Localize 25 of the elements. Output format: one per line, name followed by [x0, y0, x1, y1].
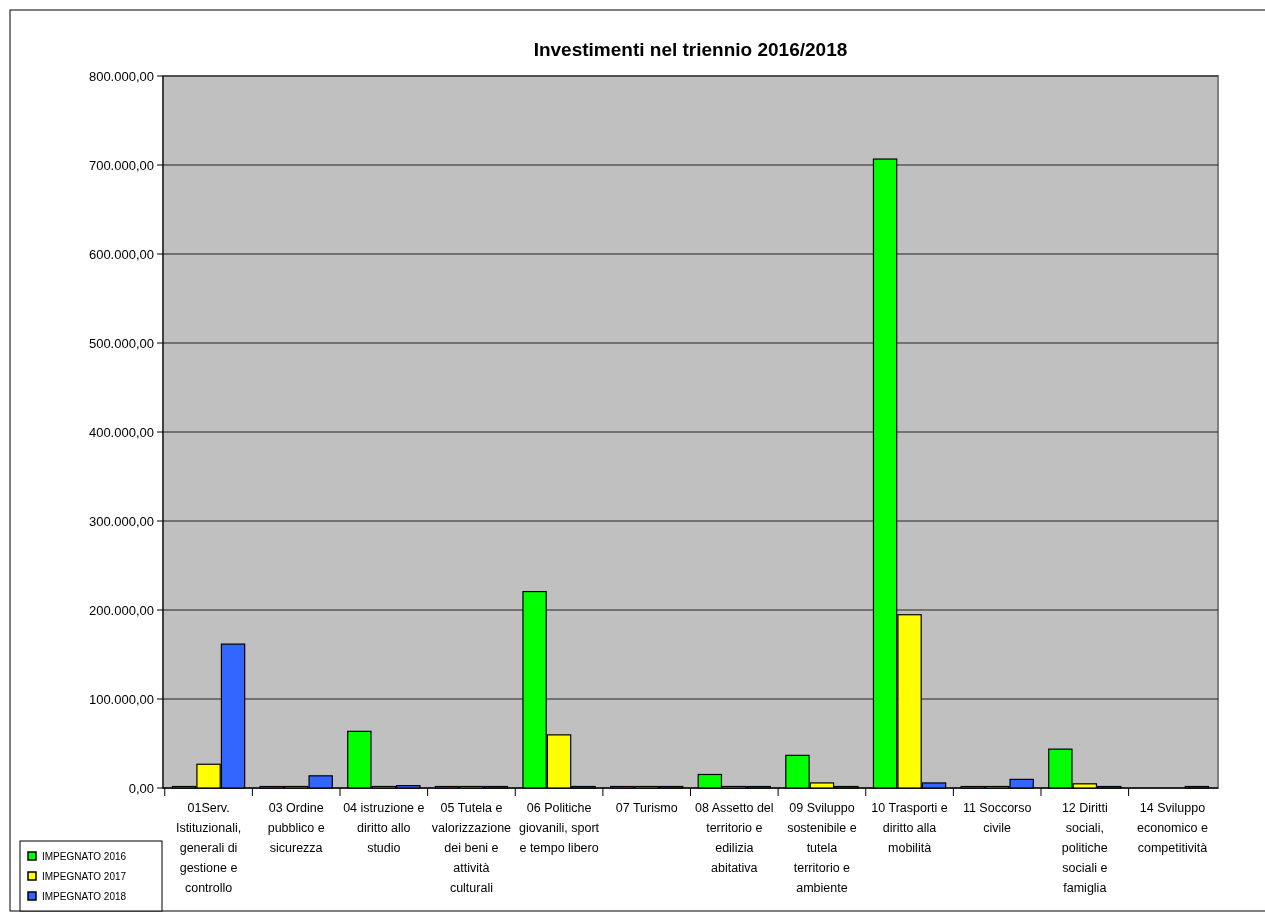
x-tick-label: 05 Tutela e valorizzazione dei beni e attività culturali — [431, 801, 512, 895]
y-tick-label: 800.000,00 — [88, 68, 154, 84]
x-tick-label: 12 Diritti sociali, politiche sociali e famiglia — [1061, 801, 1108, 895]
x-tick-label: 01Serv. Istituzionali, generali di gestione e controllo — [175, 801, 242, 895]
y-tick-label: 100.000,00 — [88, 691, 154, 707]
x-tick-label: 07 Turismo — [615, 801, 678, 815]
x-tick-label: 08 Assetto del territorio e edilizia abitativa — [695, 801, 774, 875]
x-tick-label: 14 Sviluppo economico e competitività — [1137, 801, 1208, 855]
y-tick-label: 300.000,00 — [88, 513, 154, 529]
legend-label: IMPEGNATO 2016 — [42, 850, 127, 862]
y-tick-label: 0,00 — [128, 780, 154, 796]
chart-title: Investimenti nel triennio 2016/2018 — [533, 39, 848, 60]
x-tick-label: 11 Soccorso civile — [962, 801, 1032, 835]
x-tick-label: 10 Trasporti e diritto alla mobilità — [871, 801, 948, 855]
x-tick-label: 06 Politiche giovanili, sport e tempo libero — [519, 801, 600, 855]
y-tick-label: 600.000,00 — [88, 246, 154, 262]
y-tick-label: 500.000,00 — [88, 335, 154, 351]
legend-label: IMPEGNATO 2017 — [42, 870, 127, 882]
y-tick-label: 400.000,00 — [88, 424, 154, 440]
y-tick-label: 700.000,00 — [88, 157, 154, 173]
legend-label: IMPEGNATO 2018 — [42, 890, 127, 902]
x-tick-label: 09 Sviluppo sostenibile e tutela territorio e ambiente — [787, 801, 857, 895]
x-tick-label: 03 Ordine pubblico e sicurezza — [267, 801, 325, 855]
y-tick-label: 200.000,00 — [88, 602, 154, 618]
x-tick-label: 04 istruzione e diritto allo studio — [343, 801, 425, 855]
